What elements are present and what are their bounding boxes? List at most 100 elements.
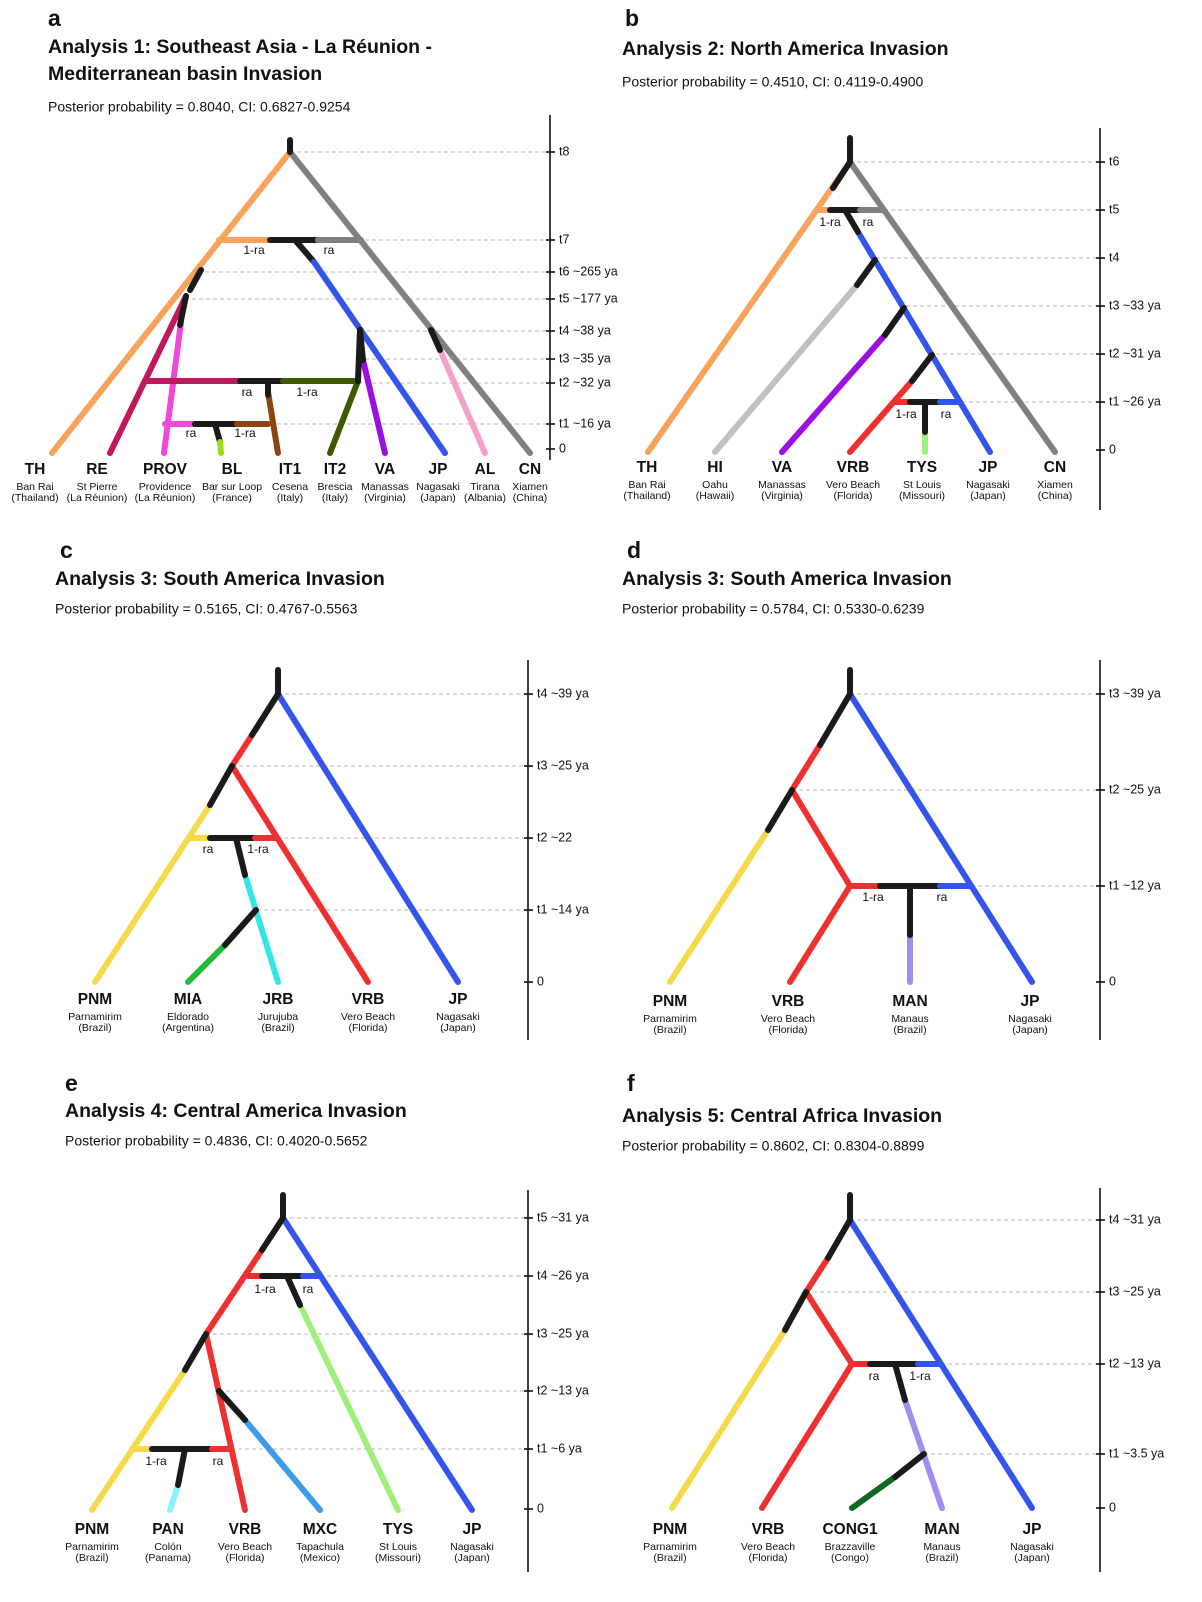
taxon-place: Cesena [272, 481, 308, 493]
taxon-region: (Brazil) [893, 1024, 926, 1036]
panel-letter: f [627, 1070, 635, 1096]
panel-letter: e [65, 1070, 78, 1096]
taxon-place: Brazzaville [825, 1541, 876, 1553]
taxon-place: Nagasaki [436, 1011, 480, 1023]
branch [212, 421, 223, 445]
taxon-place: Nagasaki [966, 479, 1010, 491]
taxon-place: St Pierre [77, 481, 118, 493]
branch [275, 691, 461, 985]
taxon-code: AL [475, 461, 496, 478]
panel-letter: a [48, 5, 61, 31]
taxon-code: VRB [352, 991, 385, 1008]
taxon-code: VRB [837, 459, 870, 476]
taxon-place: Parnamirim [68, 1011, 122, 1023]
taxon-region: (Japan) [420, 492, 456, 504]
admixture-label: ra [203, 842, 214, 856]
branch [669, 1327, 788, 1511]
branch [712, 282, 860, 455]
time-label: t5 ~177 ya [559, 291, 618, 305]
panel-subtitle: Posterior probability = 0.5784, CI: 0.53… [622, 601, 925, 617]
branch [789, 787, 853, 889]
taxon-code: TYS [383, 1521, 413, 1538]
taxon-code: JRB [262, 991, 293, 1008]
admixture-label: 1-ra [819, 215, 841, 229]
taxon-place: Vero Beach [741, 1541, 795, 1553]
admixture-label: ra [186, 426, 197, 440]
panel-title: Analysis 3: South America Invasion [622, 568, 952, 590]
taxon-code: BL [222, 461, 243, 478]
taxon-place: Manassas [758, 479, 806, 491]
branch [825, 1217, 853, 1261]
taxon-region: (Florida) [768, 1024, 807, 1036]
branch [765, 787, 795, 833]
taxon-code: PNM [75, 1521, 109, 1538]
taxon-code: VA [375, 461, 395, 478]
branch [222, 907, 259, 948]
branch [892, 1451, 927, 1480]
time-label: t3 ~39 ya [1109, 686, 1161, 700]
taxon-code: TYS [907, 459, 937, 476]
time-label: 0 [1109, 974, 1116, 988]
time-label: t4 ~38 ya [559, 323, 611, 337]
taxon-code: PAN [152, 1521, 184, 1538]
panel-subtitle: Posterior probability = 0.5165, CI: 0.47… [55, 601, 358, 617]
taxon-code: JP [449, 991, 468, 1008]
branch [185, 942, 228, 985]
branch [830, 159, 853, 191]
taxon-place: Jurujuba [258, 1011, 298, 1023]
time-label: t7 [559, 232, 569, 246]
taxon-region: (Missouri) [899, 490, 945, 502]
taxon-code: PROV [143, 461, 188, 478]
branch [92, 802, 213, 985]
taxon-code: MIA [174, 991, 202, 1008]
taxon-place: Oahu [702, 479, 728, 491]
taxon-place: St Louis [903, 479, 941, 491]
time-label: t2 ~31 ya [1109, 346, 1161, 360]
taxon-region: (Thailand) [623, 490, 670, 502]
branch [759, 1361, 855, 1511]
taxon-place: Manassas [361, 481, 409, 493]
taxon-region: (La Réunion) [67, 492, 128, 504]
panel-letter: d [627, 537, 641, 563]
taxon-region: (Japan) [1012, 1024, 1048, 1036]
taxon-place: Tirana [470, 481, 500, 493]
branch [242, 872, 281, 985]
taxon-place: Providence [139, 481, 192, 493]
taxon-place: Vero Beach [826, 479, 880, 491]
branch [437, 347, 488, 456]
taxon-code: TH [637, 459, 658, 476]
branch [187, 267, 204, 293]
branch [855, 229, 993, 455]
taxon-region: (Brazil) [261, 1022, 294, 1034]
time-label: t1 ~6 ya [537, 1441, 582, 1455]
taxon-region: (Congo) [831, 1552, 869, 1564]
branch [311, 259, 448, 456]
taxon-place: Eldorado [167, 1011, 209, 1023]
branch [233, 835, 248, 878]
admixture-label: ra [863, 215, 874, 229]
taxon-region: (Florida) [225, 1552, 264, 1564]
time-label: t6 [1109, 154, 1119, 168]
taxon-place: Bar sur Loop [202, 481, 262, 493]
taxon-code: CN [1044, 459, 1066, 476]
taxon-region: (China) [513, 492, 547, 504]
branch [882, 305, 907, 338]
branch [203, 1331, 248, 1513]
time-label: t4 ~31 ya [1109, 1212, 1161, 1226]
taxon-region: (Virginia) [364, 492, 406, 504]
taxon-code: JP [1021, 993, 1040, 1010]
taxon-place: Vero Beach [218, 1541, 272, 1553]
taxon-code: VA [772, 459, 792, 476]
branch [847, 691, 1035, 985]
taxon-region: (Florida) [833, 490, 872, 502]
time-label: 0 [537, 974, 544, 988]
taxon-place: Brescia [317, 481, 352, 493]
panel-subtitle: Posterior probability = 0.8602, CI: 0.83… [622, 1138, 925, 1154]
time-label: t1 ~14 ya [537, 902, 589, 916]
branch [217, 439, 224, 456]
taxon-region: (China) [1038, 490, 1072, 502]
branch [284, 1273, 303, 1308]
branch [803, 1289, 855, 1367]
taxon-region: (Brazil) [78, 1022, 111, 1034]
branch [287, 149, 533, 456]
